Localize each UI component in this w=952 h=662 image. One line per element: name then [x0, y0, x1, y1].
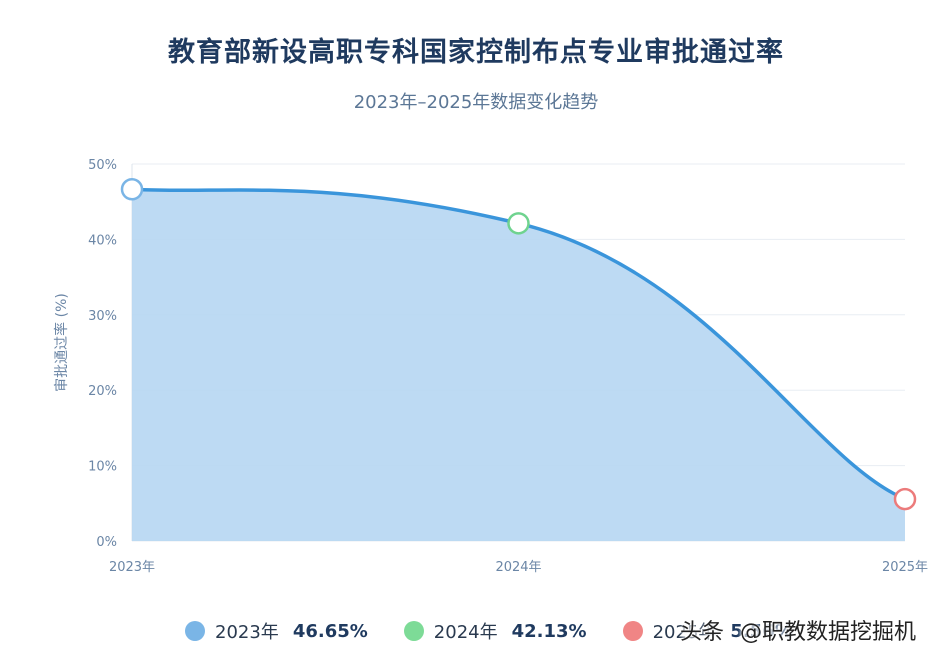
legend-item-2025[interactable]: 2025年 5.56% [622, 618, 793, 644]
y-tick-label: 50% [88, 158, 117, 173]
area-fill [132, 189, 905, 541]
data-point-2025年 [893, 487, 917, 511]
series-line [131, 187, 906, 501]
legend-value-2023: 46.65% [292, 620, 368, 642]
data-point-2024年 [507, 212, 530, 235]
y-tick-label: 10% [88, 460, 117, 475]
legend-marker-2023 [185, 621, 205, 641]
watermark-account: @职教数据挖掘机 [740, 620, 917, 645]
y-axis-label: 审批通过率 (%) [53, 293, 70, 392]
x-tick-label: 2023年 [109, 560, 155, 575]
chart-title: 教育部新设高职专科国家控制布点专业审批通过率 [168, 37, 784, 68]
legend-value-2025: 5.56% [730, 620, 793, 642]
legend-label-2025: 2025年 [652, 622, 717, 643]
x-tick-label: 2025年 [882, 560, 928, 575]
legend-item-2024[interactable]: 2024年 42.13% [403, 618, 587, 644]
legend-value-2024: 42.13% [511, 620, 587, 642]
legend-label-2023: 2023年 [215, 622, 279, 643]
x-tick-label: 2024年 [495, 560, 541, 575]
watermark: 头条 @职教数据挖掘机 [680, 614, 916, 646]
y-tick-label: 30% [88, 309, 117, 324]
legend-marker-2024 [403, 621, 424, 641]
legend-marker-2025 [622, 621, 643, 641]
y-tick-label: 40% [88, 233, 117, 248]
chart-subtitle: 2023年–2025年数据变化趋势 [353, 92, 599, 113]
legend-item-2023[interactable]: 2023年 46.65% [185, 618, 368, 644]
data-point-2023年 [120, 178, 144, 201]
y-tick-label: 0% [96, 535, 117, 550]
y-tick-label: 20% [88, 384, 117, 399]
legend-label-2024: 2024年 [433, 622, 498, 643]
watermark-platform: 头条 [680, 620, 725, 645]
chart-legend: 2023年 46.65% 2024年 42.13% 2025年 5.56% [0, 618, 952, 644]
